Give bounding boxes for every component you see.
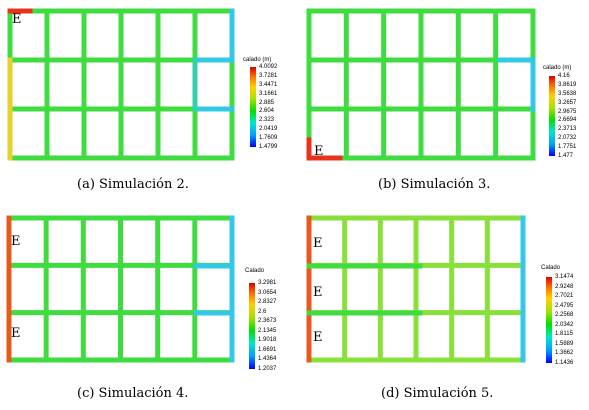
network-c [6, 215, 235, 363]
colorbar-tick-label: 2.3673 [258, 318, 277, 325]
colorbar-tick-label: 1.9018 [258, 337, 277, 344]
inlet-marker-d-1: E [313, 236, 323, 251]
colorbar-tick-label: 4.0092 [259, 64, 278, 70]
colorbar-tick-label: 1.3662 [555, 350, 574, 357]
colorbar-tick-label: 2.9248 [555, 283, 574, 290]
colorbar-tick-label: 2.1345 [258, 327, 277, 334]
colorbar-tick-label: 2.6694 [558, 117, 577, 124]
colorbar-tick-label: 1.1436 [555, 360, 574, 366]
colorbar-tick-label: 2.2568 [555, 312, 574, 319]
colorbar-tick-label: 2.8327 [258, 299, 277, 306]
colorbar-d [546, 277, 552, 363]
inlet-marker-c-2: E [11, 326, 21, 341]
colorbar-b [549, 76, 555, 156]
colorbar-tick-label: 2.323 [259, 117, 275, 124]
inlet-marker-d-3: E [313, 330, 323, 345]
inlet-marker-d-2: E [313, 285, 323, 300]
colorbar-tick-label: 2.6 [258, 308, 267, 315]
caption-c: (c) Simulación 4. [77, 386, 189, 401]
network-b [306, 8, 536, 161]
colorbar-tick-label: 3.1474 [555, 274, 574, 280]
colorbar-tick-label: 3.5638 [558, 90, 577, 97]
colorbar-tick-label: 4.16 [558, 73, 570, 79]
network-a [7, 8, 235, 161]
colorbar-tick-label: 1.477 [558, 153, 574, 159]
colorbar-tick-label: 1.5889 [555, 340, 574, 347]
colorbar-tick-label: 1.4799 [259, 144, 278, 150]
colorbar-tick-label: 3.1661 [259, 90, 278, 97]
legend-title-b: calado (m) [543, 65, 572, 71]
colorbar-tick-label: 3.4471 [259, 81, 278, 88]
colorbar-tick-label: 1.8115 [555, 331, 573, 338]
colorbar-tick-label: 2.3713 [558, 126, 577, 133]
colorbar-tick-label: 3.2981 [258, 280, 277, 286]
caption-d: (d) Simulación 5. [381, 386, 494, 401]
network-d [306, 215, 526, 363]
colorbar-tick-label: 1.2037 [258, 366, 277, 372]
colorbar-tick-label: 2.0419 [259, 126, 278, 133]
colorbar-tick-label: 1.7609 [259, 135, 278, 142]
inlet-marker-c-1: E [11, 234, 21, 249]
caption-b: (b) Simulación 3. [378, 177, 491, 192]
colorbar-tick-label: 3.2657 [558, 99, 577, 106]
caption-a: (a) Simulación 2. [77, 177, 189, 192]
colorbar-a [250, 67, 256, 147]
colorbar-tick-label: 2.0732 [558, 135, 577, 142]
colorbar-tick-label: 3.7281 [259, 72, 278, 79]
inlet-marker-a-1: E [12, 12, 22, 27]
colorbar-tick-label: 2.604 [259, 108, 275, 115]
colorbar-tick-label: 2.7021 [555, 293, 574, 300]
colorbar-c [249, 283, 255, 369]
colorbar-tick-label: 3.0654 [258, 289, 277, 296]
legend-title-c: Calado [245, 268, 265, 274]
inlet-marker-b-1: E [314, 144, 324, 159]
legend-title-a: calado (m) [243, 57, 272, 63]
colorbar-tick-label: 2.885 [259, 99, 275, 106]
colorbar-tick-label: 1.4364 [258, 356, 277, 363]
colorbar-tick-label: 1.7751 [558, 144, 577, 151]
colorbar-tick-label: 2.9675 [558, 108, 577, 115]
colorbar-tick-label: 3.8619 [558, 81, 577, 88]
colorbar-tick-label: 1.6691 [258, 346, 277, 353]
legend-title-d: Calado [541, 265, 561, 271]
colorbar-tick-label: 2.4795 [555, 302, 574, 309]
colorbar-tick-label: 2.0342 [555, 321, 574, 328]
